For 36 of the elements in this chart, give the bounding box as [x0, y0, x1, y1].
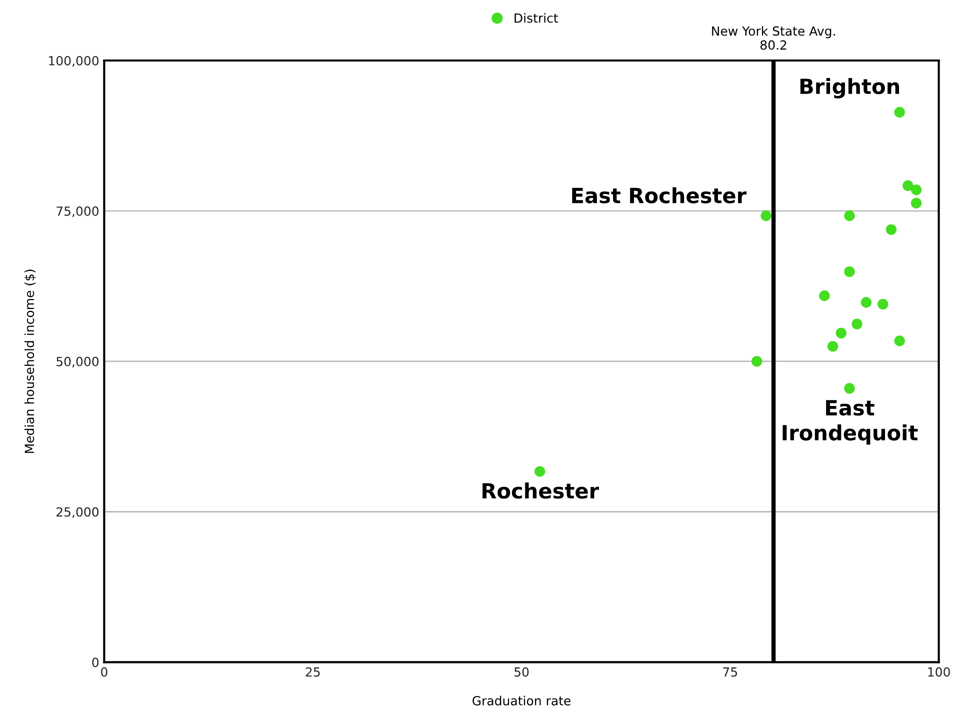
x-tick-label: 75: [723, 667, 738, 677]
annotation: Brighton: [800, 78, 900, 98]
point: [760, 210, 772, 222]
y-tick-label: 75,000: [56, 206, 99, 218]
point: [819, 290, 830, 302]
y-axis-title: Median household income ($): [24, 270, 36, 453]
x-tick-label: 25: [306, 667, 320, 677]
point: [844, 266, 855, 278]
point: [894, 106, 905, 118]
point: [902, 180, 914, 192]
point: [844, 383, 855, 394]
x-tick-label: 0: [101, 667, 108, 677]
point: [886, 224, 897, 235]
point: [852, 318, 862, 330]
point: [836, 328, 846, 338]
ref-line-label: New York State Avg. 80.2: [712, 26, 835, 50]
point: [860, 297, 872, 308]
point: [827, 340, 838, 352]
point: [878, 298, 888, 310]
annotation: East Rochester: [572, 187, 747, 204]
annotation: Rochester: [482, 482, 600, 499]
point: [844, 210, 855, 222]
legend-label: District: [514, 13, 558, 23]
point: [894, 336, 905, 346]
x-tick-label: 100: [928, 667, 950, 677]
point: [910, 198, 922, 208]
x-axis-title: Graduation rate: [472, 696, 570, 706]
point: [910, 184, 922, 196]
point: [534, 466, 546, 477]
y-tick-label: 0: [92, 658, 99, 668]
x-tick-label: 50: [514, 667, 529, 677]
y-tick-label: 25,000: [56, 507, 99, 518]
annotation: East Irondequoit: [782, 400, 918, 445]
y-tick-label: 100,000: [49, 56, 99, 67]
y-tick-label: 50,000: [56, 356, 99, 368]
point: [752, 356, 762, 367]
